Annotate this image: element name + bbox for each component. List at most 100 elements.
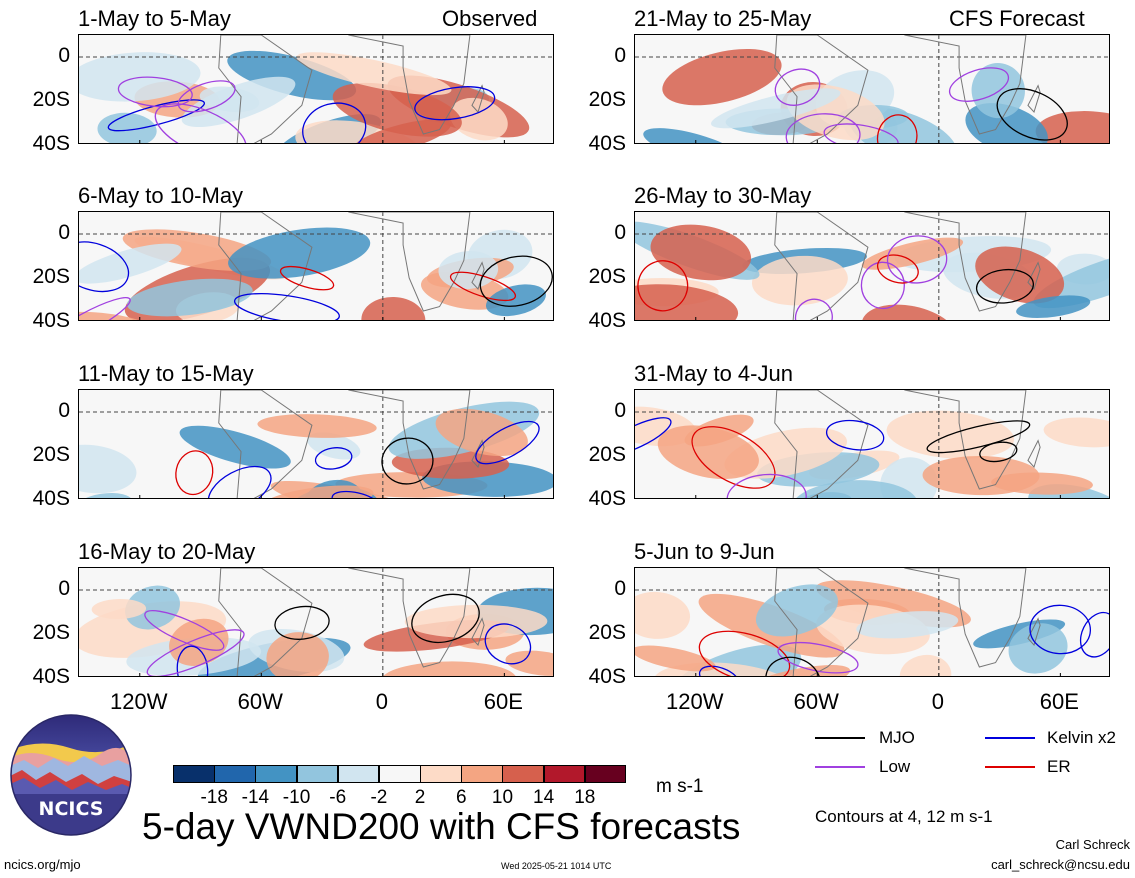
wave-contour — [154, 103, 247, 143]
map-panel — [634, 567, 1110, 677]
africa-outline — [348, 35, 471, 135]
anomaly-shading — [643, 128, 743, 143]
ncics-logo: NCICS — [10, 714, 132, 836]
panel-title: 11-May to 15-May — [78, 361, 254, 386]
africa-outline — [348, 212, 471, 312]
y-tick-label: 40S — [588, 487, 626, 510]
panel-title: 6-May to 10-May — [78, 183, 244, 208]
panel-field — [635, 212, 1109, 320]
panel-field — [79, 35, 553, 143]
contour-note: Contours at 4, 12 m s-1 — [815, 807, 993, 826]
y-tick-label: 20S — [588, 621, 626, 644]
anomaly-shading — [169, 618, 229, 666]
wave-contour — [785, 113, 861, 143]
colorbar-tick-label: -2 — [370, 787, 388, 808]
wave-contour — [979, 441, 1018, 463]
wave-contour — [886, 235, 948, 284]
y-tick-label: 40S — [588, 132, 626, 155]
madagascar-outline — [471, 439, 485, 468]
y-tick-label: 20S — [588, 88, 626, 111]
units-label: m s-1 — [656, 776, 704, 797]
wave-contour — [175, 450, 214, 496]
panel-title: 26-May to 30-May — [634, 183, 812, 208]
south-america-outline — [774, 390, 869, 498]
africa-outline — [904, 212, 1027, 312]
y-tick-label: 0 — [614, 221, 626, 244]
y-tick-label: 20S — [32, 265, 70, 288]
africa-outline — [904, 390, 1027, 490]
wave-contour — [117, 76, 193, 108]
colorbar-tick-label: 6 — [455, 787, 467, 808]
wave-contour — [1029, 604, 1092, 655]
x-tick-label: 60W — [237, 689, 283, 714]
panel-field — [635, 390, 1109, 498]
panel-field — [79, 390, 553, 498]
madagascar-outline — [1027, 261, 1041, 290]
colorbar-tick-label: -6 — [329, 787, 347, 808]
anomaly-shading — [261, 485, 374, 498]
map-panel — [634, 389, 1110, 499]
site-url: ncics.org/mjo — [4, 857, 81, 872]
legend-label-kelvin: Kelvin x2 — [1047, 728, 1116, 747]
colorbar-swatch — [502, 765, 545, 783]
wave-contour — [698, 665, 740, 676]
africa-outline — [904, 35, 1027, 135]
legend-label-low: Low — [879, 757, 911, 776]
x-tick-label: 0 — [931, 689, 944, 714]
wave-contour — [876, 114, 918, 143]
anomaly-shading — [296, 52, 452, 96]
wave-contour — [1079, 611, 1109, 658]
map-panel — [78, 567, 554, 677]
colorbar-tick-label: 2 — [414, 787, 426, 808]
anomaly-shading — [435, 408, 528, 457]
x-tick-label: 60E — [1039, 689, 1079, 714]
wave-contour — [996, 88, 1068, 141]
anomaly-shading — [505, 650, 553, 676]
anomaly-shading — [1028, 484, 1109, 498]
panel-field — [79, 212, 553, 320]
main-title: 5-day VWND200 with CFS forecasts — [142, 806, 741, 847]
anomaly-shading — [1035, 111, 1109, 143]
wave-contour — [691, 426, 776, 489]
wave-contour — [635, 417, 672, 456]
wave-contour — [414, 86, 496, 121]
wave-contour — [177, 80, 236, 113]
legend-swatch-kelvin — [985, 737, 1035, 739]
madagascar-outline — [471, 84, 485, 113]
legend-swatch-mjo — [815, 737, 865, 739]
wave-contour — [637, 260, 689, 312]
colorbar-swatch — [337, 765, 380, 783]
wave-contour — [698, 630, 791, 676]
anomaly-shading — [438, 250, 499, 290]
anomaly-shading — [381, 661, 517, 676]
madagascar-outline — [1027, 84, 1041, 113]
south-america-outline — [218, 568, 313, 676]
y-tick-label: 40S — [32, 487, 70, 510]
south-america-outline — [774, 35, 869, 143]
colorbar-swatch — [420, 765, 462, 783]
wave-contour — [79, 241, 130, 293]
map-panel — [78, 389, 554, 499]
anomaly-shading — [755, 584, 838, 637]
madagascar-outline — [471, 261, 485, 290]
panel-field — [635, 568, 1109, 676]
observed-header: Observed — [442, 6, 538, 31]
y-tick-label: 0 — [614, 44, 626, 67]
y-tick-label: 40S — [588, 309, 626, 332]
y-tick-label: 0 — [58, 399, 70, 422]
wave-contour — [302, 102, 367, 143]
wave-contour — [314, 447, 353, 470]
wave-contour — [279, 265, 335, 291]
anomaly-shading — [91, 598, 147, 620]
colorbar — [173, 765, 627, 785]
anomaly-shading — [657, 425, 759, 480]
anomaly-shading — [361, 297, 426, 320]
anomaly-shading — [861, 304, 958, 320]
y-tick-label: 0 — [58, 44, 70, 67]
colorbar-tick-label: -14 — [241, 787, 270, 808]
anomaly-shading — [97, 112, 157, 143]
y-tick-label: 0 — [58, 577, 70, 600]
wave-contour — [479, 255, 553, 307]
panel-title: 31-May to 4-Jun — [634, 361, 793, 386]
anomaly-shading — [404, 604, 548, 639]
